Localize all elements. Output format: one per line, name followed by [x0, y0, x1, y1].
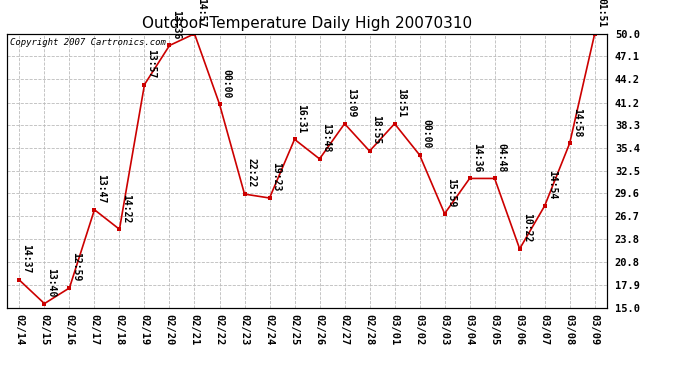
Text: 04:48: 04:48 — [497, 143, 506, 172]
Text: Copyright 2007 Cartronics.com: Copyright 2007 Cartronics.com — [10, 38, 166, 47]
Text: 14:57: 14:57 — [197, 0, 206, 27]
Text: 13:36: 13:36 — [172, 10, 181, 39]
Text: 22:22: 22:22 — [246, 159, 257, 188]
Text: 18:51: 18:51 — [397, 88, 406, 117]
Text: 15:59: 15:59 — [446, 178, 457, 207]
Text: 13:57: 13:57 — [146, 49, 157, 78]
Text: 19:23: 19:23 — [272, 162, 282, 192]
Text: 00:00: 00:00 — [422, 119, 432, 149]
Text: 14:36: 14:36 — [472, 143, 482, 172]
Title: Outdoor Temperature Daily High 20070310: Outdoor Temperature Daily High 20070310 — [142, 16, 472, 31]
Text: 10:22: 10:22 — [522, 213, 532, 243]
Text: 14:22: 14:22 — [121, 194, 132, 223]
Text: 13:48: 13:48 — [322, 123, 332, 153]
Text: 13:40: 13:40 — [46, 268, 57, 297]
Text: 14:37: 14:37 — [21, 244, 32, 274]
Text: 00:00: 00:00 — [221, 69, 232, 98]
Text: 13:09: 13:09 — [346, 88, 357, 117]
Text: 01:51: 01:51 — [597, 0, 607, 27]
Text: 12:59: 12:59 — [72, 252, 81, 282]
Text: 14:54: 14:54 — [546, 170, 557, 200]
Text: 13:47: 13:47 — [97, 174, 106, 204]
Text: 14:58: 14:58 — [572, 108, 582, 137]
Text: 16:31: 16:31 — [297, 104, 306, 133]
Text: 18:55: 18:55 — [372, 116, 382, 145]
